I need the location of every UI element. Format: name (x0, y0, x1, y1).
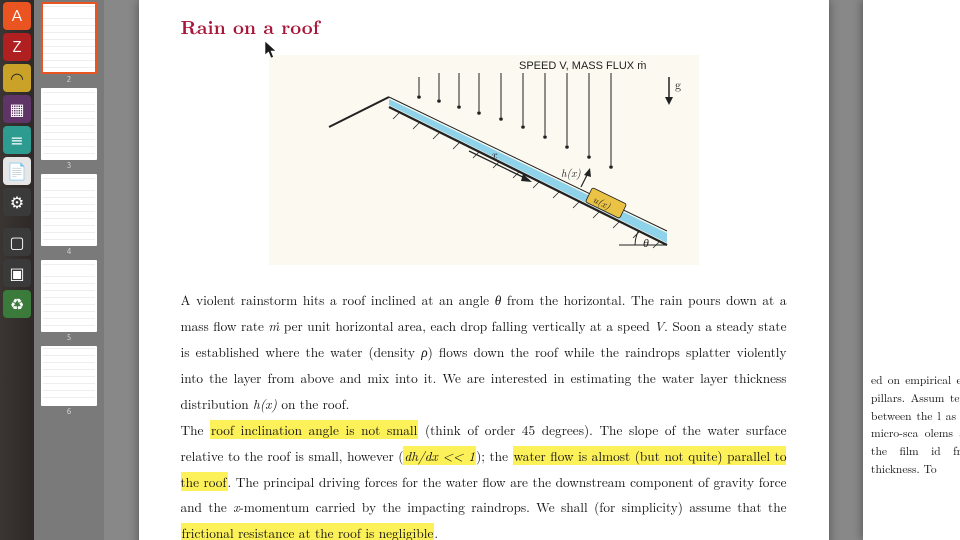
thumbnail-wrapper[interactable]: 5 (41, 260, 97, 342)
highlight-4: frictional resistance at the roof is neg… (181, 523, 435, 540)
thumbnail-label: 3 (67, 161, 72, 170)
problem-title: Rain on a roof (181, 8, 787, 45)
highlight-1: roof inclination angle is not small (210, 420, 418, 439)
pdf-viewer-window: 2 3 4 5 6 Rain on a roof SPEED V, MASS F… (34, 0, 863, 540)
highlight-2: dh/dx << 1 (403, 446, 476, 465)
pdf-viewer-icon[interactable]: 📄 (3, 157, 31, 185)
thumbnail-wrapper[interactable]: 3 (41, 88, 97, 170)
thumbnail-page-6[interactable] (41, 346, 97, 406)
terminal-icon[interactable]: ▢ (3, 228, 31, 256)
thumbnail-label: 5 (67, 333, 72, 342)
rain-label: SPEED V, MASS FLUX ṁ (519, 60, 646, 72)
pdf-page: Rain on a roof SPEED V, MASS FLUX ṁ g (139, 0, 829, 540)
diagram-svg: SPEED V, MASS FLUX ṁ g (269, 55, 699, 265)
page-2-text-fragment: ed on empirical es for the film unde of … (871, 372, 960, 477)
thumbnail-page-2[interactable] (41, 2, 97, 74)
g-label: g (675, 76, 681, 93)
page-viewport[interactable]: Rain on a roof SPEED V, MASS FLUX ṁ g (104, 0, 863, 540)
media-icon[interactable]: ▦ (3, 95, 31, 123)
ubuntu-launcher: A Z ◠ ▦ ≡ 📄 ⚙ ▢ ▣ ♻ (0, 0, 34, 540)
measure-icon[interactable]: ◠ (3, 64, 31, 92)
angle-label: θ (643, 234, 649, 251)
thumbnail-page-3[interactable] (41, 88, 97, 160)
thumbnail-page-4[interactable] (41, 174, 97, 246)
thumbnail-label: 4 (67, 247, 72, 256)
roof-diagram: SPEED V, MASS FLUX ṁ g (269, 55, 699, 265)
h-label: h(x) (561, 166, 581, 181)
thumbnail-page-5[interactable] (41, 260, 97, 332)
thumbnail-label: 2 (67, 75, 72, 84)
thumbnail-wrapper[interactable]: 4 (41, 174, 97, 256)
paragraph-1: A violent rainstorm hits a roof inclined… (181, 287, 787, 417)
thumbnail-wrapper[interactable]: 2 (41, 2, 97, 84)
thumbnail-label: 6 (67, 407, 72, 416)
files-icon[interactable]: ▣ (3, 259, 31, 287)
thumbnail-wrapper[interactable]: 6 (41, 346, 97, 416)
htop-icon[interactable]: ≡ (3, 126, 31, 154)
problem-text: A violent rainstorm hits a roof inclined… (181, 287, 787, 540)
pdf-viewer-window-2[interactable]: ed on empirical es for the film unde of … (863, 0, 960, 540)
trash-icon[interactable]: ♻ (3, 290, 31, 318)
zotero-icon[interactable]: Z (3, 33, 31, 61)
paragraph-2: The roof inclination angle is not small … (181, 417, 787, 540)
settings-icon[interactable]: ⚙ (3, 188, 31, 216)
ubuntu-software-icon[interactable]: A (3, 2, 31, 30)
thumbnail-sidebar: 2 3 4 5 6 (34, 0, 104, 540)
